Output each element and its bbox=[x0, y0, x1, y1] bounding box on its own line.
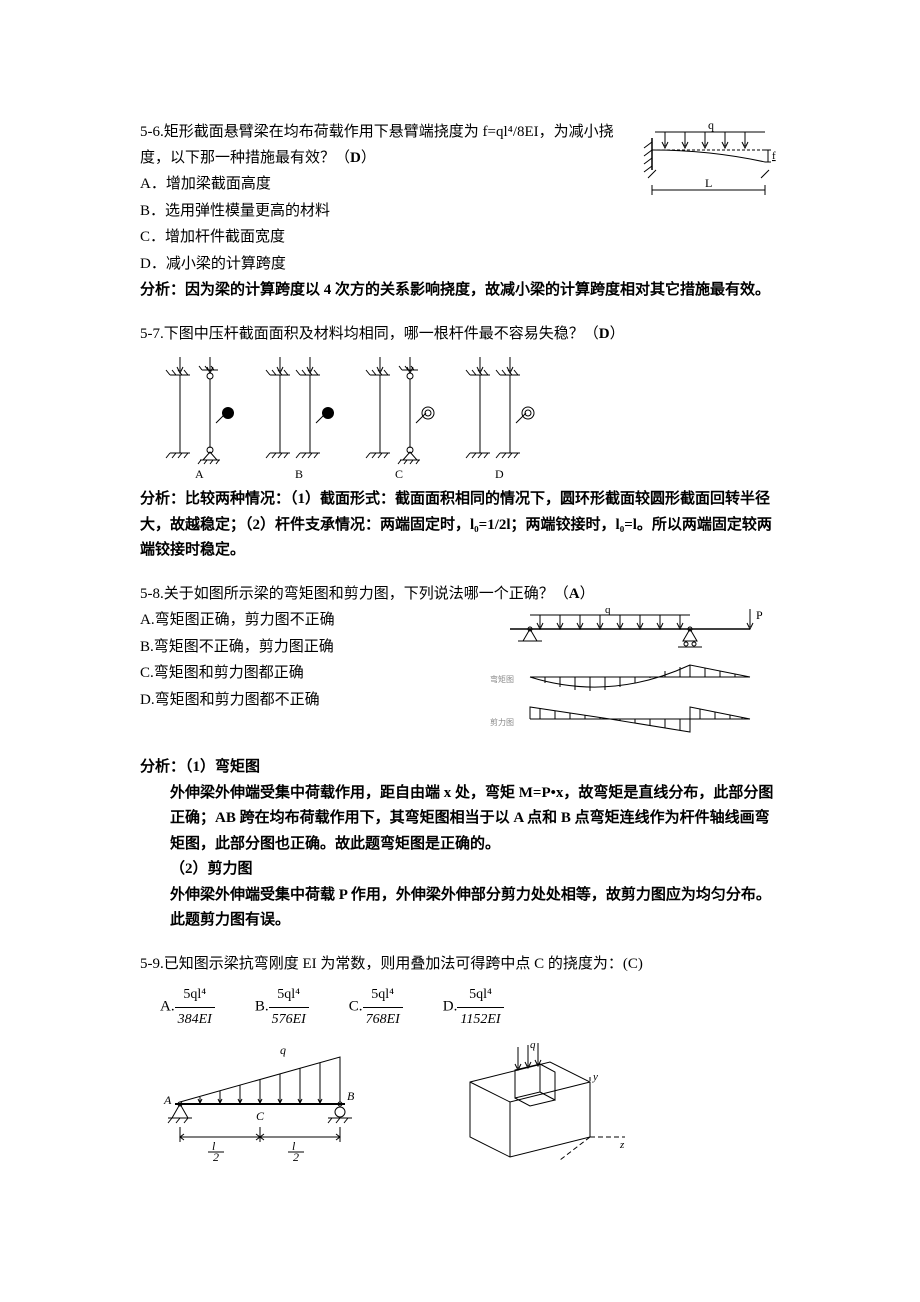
q7-answer: D bbox=[599, 326, 610, 342]
q7-analysis: 分析：比较两种情况：（1）截面形式：截面面积相同的情况下，圆环形截面较圆形截面回… bbox=[140, 487, 780, 564]
q8-analysis-sub2: （2）剪力图 bbox=[140, 857, 780, 883]
q6-stem: 5-6.矩形截面悬臂梁在均布荷载作用下悬臂端挠度为 f=ql⁴/8EI，为减小挠… bbox=[140, 124, 614, 166]
opt-b-den: 576EI bbox=[269, 1008, 309, 1032]
q9-b: B bbox=[347, 1089, 355, 1103]
q7-stem-line: 5-7.下图中压杆截面面积及材料均相同，哪一根杆件最不容易失稳？（D） bbox=[140, 322, 780, 348]
q-label: q bbox=[605, 607, 611, 616]
q8-stem-line: 5-8.关于如图所示梁的弯矩图和剪力图，下列说法哪一个正确？（A） bbox=[140, 582, 780, 608]
q9-opt-d: D.5ql⁴1152EI bbox=[443, 983, 504, 1032]
q8-stem-close: ） bbox=[580, 586, 595, 602]
q8-stem: 5-8.关于如图所示梁的弯矩图和剪力图，下列说法哪一个正确？（ bbox=[140, 586, 569, 602]
q7-stem: 5-7.下图中压杆截面面积及材料均相同，哪一根杆件最不容易失稳？（ bbox=[140, 326, 599, 342]
q9-opt-a: A.5ql⁴384EI bbox=[160, 983, 215, 1032]
opt-b-num: 5ql⁴ bbox=[269, 983, 309, 1008]
q6-analysis: 分析：因为梁的计算跨度以 4 次方的关系影响挠度，故减小梁的计算跨度相对其它措施… bbox=[140, 278, 780, 304]
question-5-8: 5-8.关于如图所示梁的弯矩图和剪力图，下列说法哪一个正确？（A） q bbox=[140, 582, 780, 934]
q7-stem-close: ） bbox=[610, 326, 625, 342]
q8-answer: A bbox=[569, 586, 580, 602]
deflection-label: f bbox=[772, 150, 776, 162]
q9-3d-q: q bbox=[530, 1042, 536, 1051]
opt-a-den: 384EI bbox=[175, 1008, 215, 1032]
q9-stem: 5-9.已知图示梁抗弯刚度 EI 为常数，则用叠加法可得跨中点 C 的挠度为：(… bbox=[140, 952, 780, 978]
q9-c: C bbox=[256, 1109, 265, 1123]
col-label-d: D bbox=[495, 467, 504, 481]
opt-d-den: 1152EI bbox=[457, 1008, 503, 1032]
opt-a-num: 5ql⁴ bbox=[175, 983, 215, 1008]
q9-a: A bbox=[163, 1093, 172, 1107]
q6-option-c: C．增加杆件截面宽度 bbox=[140, 225, 780, 251]
question-5-6: q f bbox=[140, 120, 780, 304]
q9-figures: q A B C bbox=[140, 1042, 780, 1172]
question-5-7: 5-7.下图中压杆截面面积及材料均相同，哪一根杆件最不容易失稳？（D） bbox=[140, 322, 780, 564]
beam-diagrams: q P 弯矩图 bbox=[470, 607, 780, 747]
q9-load-label: q bbox=[280, 1043, 286, 1057]
opt-c-num: 5ql⁴ bbox=[363, 983, 403, 1008]
question-5-9: 5-9.已知图示梁抗弯刚度 EI 为常数，则用叠加法可得跨中点 C 的挠度为：(… bbox=[140, 952, 780, 1172]
moment-label: 弯矩图 bbox=[490, 674, 514, 684]
col-label-a: A bbox=[195, 467, 204, 481]
q6-answer: D bbox=[350, 150, 361, 166]
axis-y: y bbox=[592, 1071, 598, 1083]
load-label: q bbox=[708, 120, 714, 132]
columns-figure: A B C bbox=[150, 353, 780, 483]
q6-stem-close: ） bbox=[361, 150, 376, 166]
q8-analysis-p1: 外伸梁外伸端受集中荷载作用，距自由端 x 处，弯矩 M=P•x，故弯矩是直线分布… bbox=[140, 781, 780, 858]
q9-opt-b: B.5ql⁴576EI bbox=[255, 983, 309, 1032]
opt-d-num: 5ql⁴ bbox=[457, 983, 503, 1008]
q9-options: A.5ql⁴384EI B.5ql⁴576EI C.5ql⁴768EI D.5q… bbox=[140, 983, 780, 1032]
cantilever-figure: q f bbox=[630, 120, 780, 210]
q8-analysis-title: 分析：（1）弯矩图 bbox=[140, 755, 780, 781]
q6-option-d: D．减小梁的计算跨度 bbox=[140, 252, 780, 278]
svg-text:2: 2 bbox=[213, 1150, 219, 1162]
triangular-load-beam: q A B C bbox=[150, 1042, 370, 1162]
shear-label: 剪力图 bbox=[490, 717, 514, 727]
p-label: P bbox=[756, 608, 763, 622]
col-label-b: B bbox=[295, 467, 303, 481]
opt-a-label: A. bbox=[160, 999, 175, 1015]
q8-analysis-p2: 外伸梁外伸端受集中荷载 P 作用，外伸梁外伸部分剪力处处相等，故剪力图应为均匀分… bbox=[140, 883, 780, 934]
opt-c-label: C. bbox=[349, 999, 363, 1015]
svg-text:2: 2 bbox=[293, 1150, 299, 1162]
axis-z: z bbox=[619, 1139, 625, 1151]
q9-opt-c: C.5ql⁴768EI bbox=[349, 983, 403, 1032]
opt-c-den: 768EI bbox=[363, 1008, 403, 1032]
opt-b-label: B. bbox=[255, 999, 269, 1015]
opt-d-label: D. bbox=[443, 999, 458, 1015]
col-label-c: C bbox=[395, 467, 403, 481]
section-3d: q y z bbox=[430, 1042, 630, 1172]
span-label: L bbox=[705, 176, 712, 190]
